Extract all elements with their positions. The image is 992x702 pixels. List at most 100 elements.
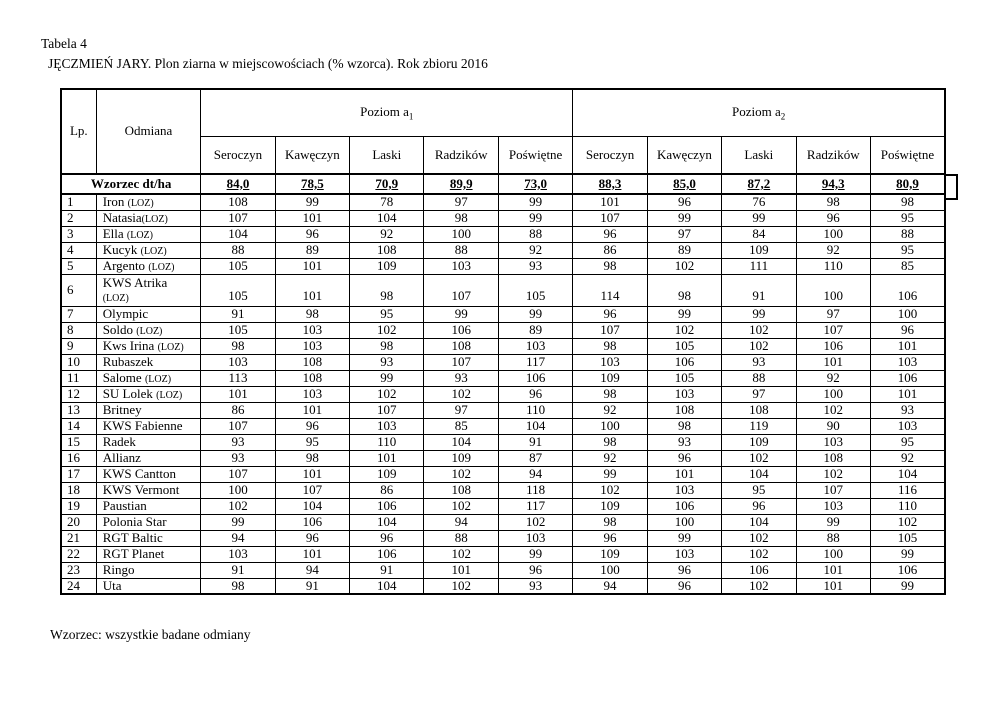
row-number: 23 xyxy=(60,561,97,579)
yield-value: 91 xyxy=(349,561,425,579)
yield-value: 93 xyxy=(646,433,723,451)
yield-value: 105 xyxy=(646,369,723,387)
yield-value: 101 xyxy=(572,193,648,211)
yield-value: 104 xyxy=(423,433,499,451)
yield-value: 96 xyxy=(646,449,723,467)
table-row: 10 Rubaszek 103 108 93 107 117 103 106 93 101 103 xyxy=(60,353,946,371)
yield-value: 101 xyxy=(274,465,351,483)
yield-value: 96 xyxy=(646,561,723,579)
yield-value: 99 xyxy=(721,209,797,227)
yield-value: 95 xyxy=(869,433,946,451)
yield-value: 100 xyxy=(572,561,648,579)
yield-value: 78 xyxy=(349,193,425,211)
yield-value: 104 xyxy=(349,577,425,595)
variety-name: Allianz xyxy=(95,449,202,467)
yield-value: 106 xyxy=(349,497,425,515)
variety-name: Salome (LOZ) xyxy=(95,369,202,387)
row-number: 17 xyxy=(60,465,97,483)
header-poziom-a2-sub: 2 xyxy=(780,111,786,122)
yield-value: 96 xyxy=(721,497,797,515)
yield-value: 104 xyxy=(274,497,351,515)
yield-value: 86 xyxy=(200,401,276,419)
yield-value: 92 xyxy=(572,401,648,419)
yield-value: 100 xyxy=(572,417,648,435)
yield-value: 95 xyxy=(721,481,797,499)
table-row: 5 Argento (LOZ) 105 101 109 103 93 98 102 111 110 8… xyxy=(60,257,946,275)
row-number: 2 xyxy=(60,209,97,227)
header-poziom-a2-text: Poziom a xyxy=(732,103,781,119)
row-number: 3 xyxy=(60,225,97,243)
footnote: Wzorzec: wszystkie badane odmiany xyxy=(50,627,251,642)
yield-value: 108 xyxy=(349,241,425,259)
table-row: 14 KWS Fabienne 107 96 103 85 104 100 98 119 90 103 xyxy=(60,417,946,435)
table-row: 21 RGT Baltic 94 96 96 88 103 96 99 102 88 105 xyxy=(60,529,946,547)
yield-value: 102 xyxy=(423,497,499,515)
yield-value: 95 xyxy=(869,209,946,227)
yield-value: 96 xyxy=(572,305,648,323)
yield-value: 103 xyxy=(572,353,648,371)
yield-value: 102 xyxy=(423,465,499,483)
yield-value: 88 xyxy=(200,241,276,259)
yield-value: 100 xyxy=(646,513,723,531)
yield-value: 92 xyxy=(869,449,946,467)
yield-value: 96 xyxy=(572,225,648,243)
row-number: 18 xyxy=(60,481,97,499)
yield-value: 104 xyxy=(349,513,425,531)
yield-value: 102 xyxy=(497,513,574,531)
yield-value: 100 xyxy=(795,225,871,243)
yield-value: 96 xyxy=(646,193,723,211)
yield-value: 105 xyxy=(200,257,276,275)
variety-name: Iron (LOZ) xyxy=(95,193,202,211)
yield-value: 102 xyxy=(869,513,946,531)
yield-value: 100 xyxy=(200,481,276,499)
header-location: Poświętne xyxy=(869,136,946,175)
variety-name: Britney xyxy=(95,401,202,419)
yield-value: 101 xyxy=(869,385,946,403)
row-number: 8 xyxy=(60,321,97,339)
yield-value: 103 xyxy=(423,257,499,275)
yield-value: 102 xyxy=(721,545,797,563)
wzorzec-value: 94,3 xyxy=(795,173,871,195)
yield-value: 99 xyxy=(869,545,946,563)
yield-value: 109 xyxy=(572,369,648,387)
yield-value: 102 xyxy=(423,545,499,563)
yield-value: 105 xyxy=(646,337,723,355)
yield-value: 104 xyxy=(721,465,797,483)
yield-value: 106 xyxy=(721,561,797,579)
yield-value: 103 xyxy=(497,337,574,355)
yield-value: 100 xyxy=(423,225,499,243)
yield-value: 117 xyxy=(497,497,574,515)
yield-value: 108 xyxy=(274,353,351,371)
header-location: Poświętne xyxy=(497,136,574,175)
yield-value: 107 xyxy=(200,417,276,435)
yield-value: 98 xyxy=(274,305,351,323)
header-poziom-a1: Poziom a1 xyxy=(200,88,574,137)
yield-value: 104 xyxy=(200,225,276,243)
yield-value: 102 xyxy=(200,497,276,515)
row-number: 19 xyxy=(60,497,97,515)
yield-value: 96 xyxy=(349,529,425,547)
yield-value: 98 xyxy=(572,337,648,355)
yield-value: 101 xyxy=(423,561,499,579)
yield-value: 109 xyxy=(572,545,648,563)
variety-name: Ringo xyxy=(95,561,202,579)
yield-value: 110 xyxy=(497,401,574,419)
variety-name: Kucyk (LOZ) xyxy=(95,241,202,259)
yield-value: 110 xyxy=(349,433,425,451)
yield-value: 110 xyxy=(869,497,946,515)
row-number: 14 xyxy=(60,417,97,435)
variety-name: Rubaszek xyxy=(95,353,202,371)
yield-value: 101 xyxy=(869,337,946,355)
variety-name: Kws Irina (LOZ) xyxy=(95,337,202,355)
yield-value: 98 xyxy=(274,449,351,467)
yield-value: 96 xyxy=(497,385,574,403)
row-number: 24 xyxy=(60,577,97,595)
header-location: Laski xyxy=(349,136,425,175)
yield-value: 98 xyxy=(869,193,946,211)
yield-value: 103 xyxy=(200,353,276,371)
yield-value: 88 xyxy=(869,225,946,243)
yield-value: 102 xyxy=(423,385,499,403)
yield-value: 96 xyxy=(869,321,946,339)
yield-value: 89 xyxy=(497,321,574,339)
row-number: 1 xyxy=(60,193,97,211)
